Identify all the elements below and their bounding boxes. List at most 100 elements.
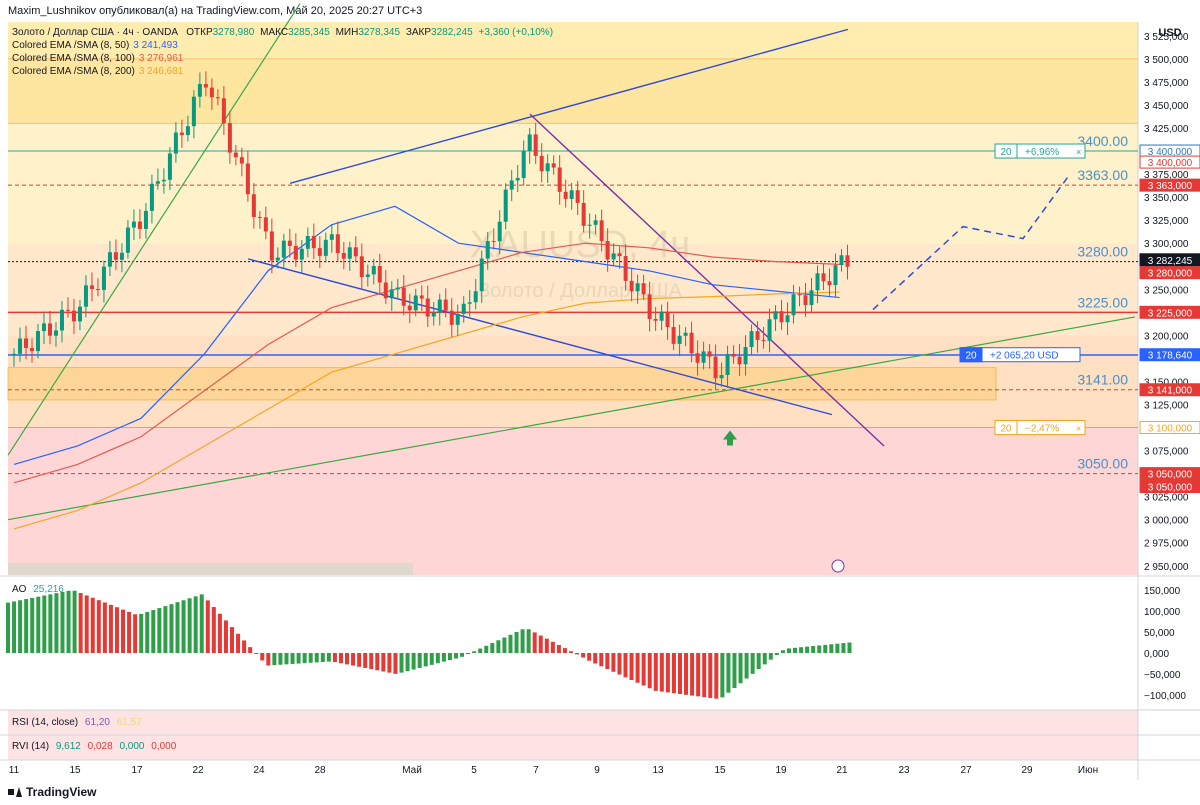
ao-bar	[429, 653, 434, 665]
ao-tick-label: 150,000	[1144, 586, 1181, 597]
rvi-v3: 0,000	[119, 741, 145, 752]
price-tag-label: 3 050,000	[1148, 483, 1193, 494]
y-axis-tick-label: 3 150,000	[1144, 377, 1189, 388]
ao-bar	[193, 596, 198, 653]
price-tag	[1139, 305, 1200, 319]
candle-body	[809, 290, 814, 305]
ao-bar	[205, 600, 210, 653]
candle-body	[305, 235, 310, 249]
ao-bar	[363, 653, 368, 668]
candle-body	[17, 338, 22, 354]
price-tag-label: 3 178,640	[1148, 351, 1193, 362]
indicator-ema50[interactable]: Colored EMA /SMA (8, 50) 3 241,493	[12, 39, 553, 52]
x-axis-tick-label: 11	[9, 765, 20, 776]
price-tag	[1139, 178, 1200, 192]
background-band	[8, 58, 1138, 124]
ao-bar	[375, 653, 380, 671]
candle-body	[521, 150, 526, 178]
ao-bar	[169, 604, 174, 653]
indicator-value: 3 276,961	[138, 53, 184, 64]
indicator-name: Colored EMA /SMA (8, 200)	[12, 66, 135, 77]
price-tag-label: 3 280,000	[1148, 269, 1193, 280]
ao-bar	[139, 613, 144, 653]
ao-bar	[187, 598, 192, 653]
candle-body	[12, 353, 16, 355]
candle-body	[89, 285, 94, 290]
candle-body	[209, 87, 214, 98]
candle-body	[449, 310, 454, 325]
ao-bar	[756, 653, 761, 670]
candle-body	[293, 245, 298, 260]
rvi-v1: 9,612	[55, 741, 81, 752]
change-value: +3,360 (+0,10%)	[478, 27, 554, 38]
x-axis-tick-label: Июн	[1078, 765, 1098, 776]
price-tag	[1139, 266, 1200, 280]
ao-bar	[829, 644, 834, 653]
candle-body	[281, 240, 286, 258]
ao-bar	[296, 653, 301, 664]
indicator-value: 3 241,493	[133, 40, 178, 51]
candle-body	[239, 157, 244, 164]
ao-bar	[302, 653, 307, 664]
candle-body	[167, 153, 172, 180]
candle-body	[425, 298, 430, 317]
publisher-line: Maxim_Lushnikov опубликовал(а) на Tradin…	[8, 5, 423, 17]
ao-bar	[84, 595, 89, 653]
ao-bar	[490, 643, 495, 653]
buy-arrow-icon	[723, 430, 737, 446]
high-value: 3285,345	[288, 27, 330, 38]
low-label: МИН	[335, 27, 359, 38]
ao-bar	[653, 653, 658, 691]
ao-bar	[24, 599, 29, 653]
ao-bar	[526, 629, 531, 653]
ao-bar	[30, 597, 35, 653]
tradingview-footer[interactable]: TradingView	[8, 785, 96, 799]
candle-body	[737, 356, 742, 365]
x-axis-tick-label: 17	[131, 765, 143, 776]
candle-body	[551, 163, 556, 168]
indicator-ema100[interactable]: Colored EMA /SMA (8, 100) 3 276,961	[12, 52, 553, 65]
candle-body	[647, 294, 652, 319]
candle-body	[839, 255, 844, 266]
candle-body	[431, 312, 436, 317]
x-axis-tick-label: 9	[594, 765, 600, 776]
ao-bar	[96, 600, 101, 653]
candle-body	[455, 313, 460, 325]
y-axis-tick-label: 3 425,000	[1144, 124, 1189, 135]
candle-body	[221, 98, 226, 124]
ao-bar	[447, 653, 452, 661]
ao-bar	[799, 647, 804, 653]
ao-bar	[635, 653, 640, 683]
low-value: 3278,345	[358, 27, 401, 38]
candle-body	[395, 287, 400, 290]
candle-body	[65, 309, 70, 311]
candle-body	[335, 234, 340, 254]
ao-bar	[569, 651, 574, 653]
ao-bar	[508, 634, 513, 653]
trendline-green-steep	[7, 3, 301, 456]
ao-bar	[665, 653, 670, 693]
currency-label[interactable]: USD	[1158, 27, 1182, 39]
candle-body	[113, 252, 118, 260]
candle-body	[317, 248, 322, 256]
price-tag-label: 3 141,000	[1148, 386, 1193, 397]
candle-body	[179, 132, 184, 136]
position-qty: 20	[1000, 424, 1012, 435]
ao-bar	[351, 653, 356, 666]
candle-body	[623, 256, 628, 281]
ao-bar	[236, 633, 241, 653]
indicator-ema200[interactable]: Colored EMA /SMA (8, 200) 3 246,681	[12, 65, 553, 78]
ao-legend: AO 25,216	[12, 583, 64, 596]
candle-body	[767, 319, 772, 341]
brand-name: TradingView	[26, 785, 97, 799]
candle-body	[659, 311, 664, 321]
candle-body	[509, 180, 514, 190]
close-icon: ×	[1076, 424, 1081, 434]
candle-body	[407, 305, 412, 311]
ao-bar	[484, 645, 489, 653]
ao-bar	[532, 632, 537, 653]
y-axis-tick-label: 3 300,000	[1144, 239, 1189, 250]
chart-legend: Золото / Доллар США · 4ч · OANDA ОТКР327…	[12, 26, 553, 78]
ao-bar	[72, 590, 77, 653]
